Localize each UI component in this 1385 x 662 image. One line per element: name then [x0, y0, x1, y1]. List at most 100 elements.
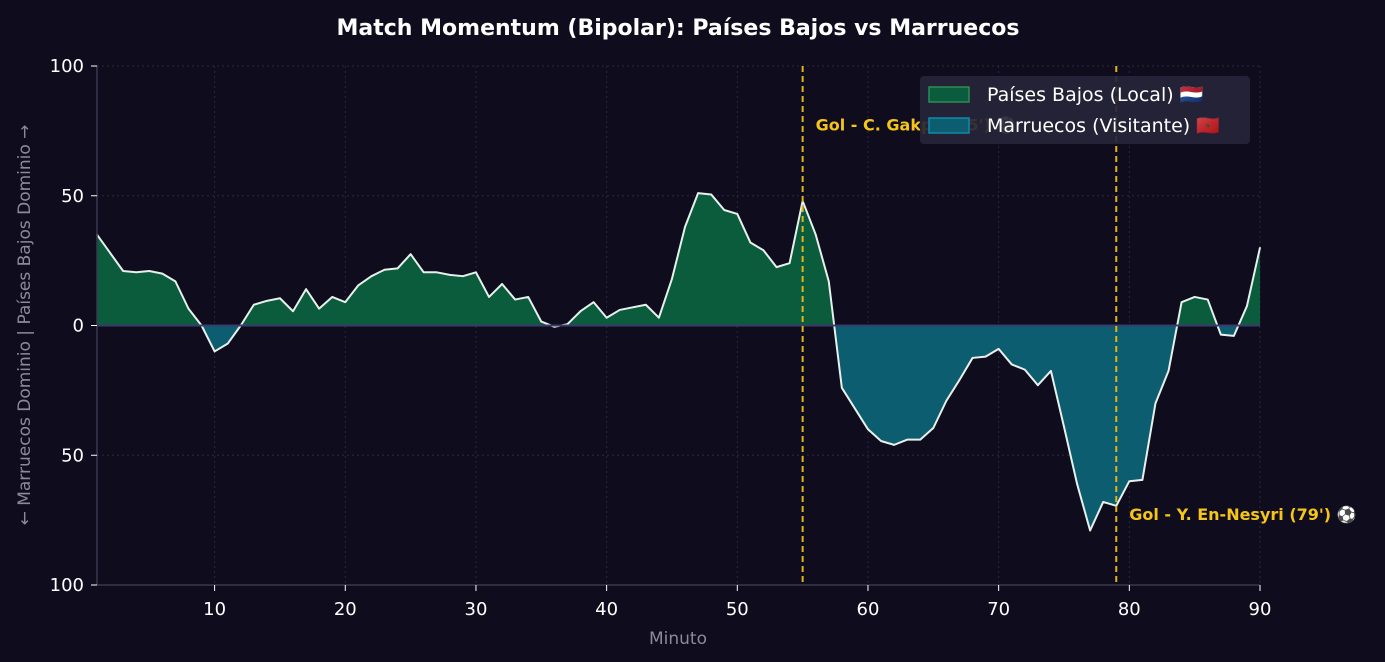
- chart-title: Match Momentum (Bipolar): Países Bajos v…: [337, 16, 1020, 41]
- data-point: [592, 301, 595, 303]
- x-tick-label: 50: [726, 599, 749, 620]
- data-point: [422, 271, 425, 274]
- data-point: [540, 320, 543, 323]
- data-point: [1219, 333, 1222, 336]
- data-point: [867, 428, 869, 431]
- data-point: [788, 262, 791, 265]
- data-point: [854, 407, 856, 410]
- data-point: [266, 300, 268, 302]
- x-tick-label: 80: [1118, 599, 1141, 620]
- data-point: [605, 316, 608, 319]
- data-point: [880, 440, 882, 442]
- y-tick-label: 50: [61, 186, 84, 207]
- data-point: [370, 275, 373, 277]
- data-point: [318, 307, 320, 310]
- data-point: [618, 309, 621, 311]
- data-point: [1246, 305, 1248, 307]
- y-axis-label: ← Marruecos Dominio | Países Bajos Domin…: [15, 125, 35, 526]
- x-tick-label: 90: [1249, 599, 1272, 620]
- data-point: [187, 307, 190, 310]
- data-point: [135, 271, 138, 274]
- data-point: [462, 275, 464, 277]
- x-tick-label: 60: [857, 599, 880, 620]
- data-point: [1063, 425, 1065, 428]
- data-point: [762, 249, 765, 252]
- x-axis-label: Minuto: [649, 629, 707, 649]
- data-point: [109, 252, 111, 254]
- data-point: [671, 277, 673, 280]
- data-point: [932, 427, 935, 429]
- data-point: [409, 253, 412, 255]
- data-point: [958, 379, 961, 381]
- data-point: [645, 303, 647, 306]
- x-tick-label: 30: [465, 599, 488, 620]
- data-point: [1089, 529, 1091, 532]
- data-point: [841, 386, 843, 389]
- momentum-line: [96, 192, 1261, 532]
- data-point: [710, 193, 712, 196]
- data-point: [527, 296, 530, 298]
- data-point: [1102, 501, 1104, 503]
- legend-label: Marruecos (Visitante) 🇲🇦: [987, 115, 1220, 137]
- legend-swatch: [928, 86, 970, 103]
- data-point: [279, 297, 281, 300]
- data-point: [827, 280, 830, 283]
- data-point: [383, 268, 386, 271]
- data-point: [919, 438, 922, 441]
- data-point: [161, 272, 164, 275]
- x-tick-label: 40: [595, 599, 618, 620]
- area-fills: [97, 193, 1260, 531]
- data-point: [658, 316, 660, 319]
- data-point: [475, 271, 477, 274]
- data-point: [1259, 246, 1261, 249]
- data-point: [997, 348, 1000, 350]
- data-point: [357, 284, 360, 287]
- x-tick-label: 70: [987, 599, 1010, 620]
- data-point: [1206, 298, 1209, 301]
- data-point: [1037, 384, 1039, 386]
- x-tick-label: 20: [334, 599, 357, 620]
- data-point: [1076, 482, 1078, 485]
- data-point: [501, 283, 503, 285]
- data-point: [697, 192, 699, 194]
- legend-label: Países Bajos (Local) 🇳🇱: [987, 84, 1204, 106]
- data-point: [906, 438, 908, 441]
- y-tick-label: 100: [50, 575, 84, 596]
- data-point: [1141, 479, 1144, 481]
- data-point: [775, 266, 778, 268]
- data-point: [1010, 363, 1013, 366]
- y-tick-label: 0: [73, 316, 84, 337]
- data-point: [1180, 301, 1183, 303]
- data-point: [723, 209, 726, 211]
- data-point: [1050, 370, 1052, 372]
- data-point: [1167, 370, 1170, 372]
- data-point: [1154, 402, 1157, 405]
- legend-box: [920, 76, 1250, 144]
- data-point: [435, 271, 438, 274]
- legend-swatch: [928, 117, 970, 134]
- data-point: [488, 296, 490, 298]
- data-point: [984, 355, 987, 358]
- data-point: [174, 280, 177, 283]
- positive-area-fill: [97, 193, 1260, 326]
- data-point: [814, 233, 817, 236]
- data-point: [749, 241, 752, 244]
- data-point: [1193, 296, 1196, 298]
- legend: Países Bajos (Local) 🇳🇱 Marruecos (Visita…: [920, 76, 1250, 144]
- data-point: [971, 357, 974, 359]
- data-point: [631, 306, 634, 309]
- data-point: [396, 267, 399, 270]
- data-point: [122, 270, 124, 272]
- axes: 10 20 30 40 50 60 70 80 90 100 50 0 50 100: [50, 56, 1272, 620]
- data-point: [514, 298, 516, 301]
- data-point: [148, 270, 151, 272]
- data-point: [253, 303, 255, 306]
- negative-area-fill: [97, 325, 1260, 531]
- x-tick-label: 10: [203, 599, 226, 620]
- data-point: [736, 213, 739, 215]
- data-point: [893, 444, 895, 446]
- data-point: [1233, 335, 1235, 337]
- data-point: [684, 226, 686, 228]
